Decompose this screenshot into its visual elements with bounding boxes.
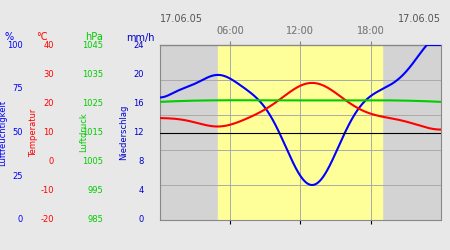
- Text: 8: 8: [139, 157, 144, 166]
- Text: %: %: [4, 32, 13, 42]
- Text: hPa: hPa: [86, 32, 104, 42]
- Text: 30: 30: [43, 70, 54, 79]
- Text: 20: 20: [44, 99, 54, 108]
- Text: 17.06.05: 17.06.05: [398, 14, 441, 24]
- Text: Luftfeuchtigkeit: Luftfeuchtigkeit: [0, 100, 7, 166]
- Text: 1025: 1025: [82, 99, 104, 108]
- Text: 100: 100: [7, 40, 22, 50]
- Text: 24: 24: [134, 40, 144, 50]
- Text: 1035: 1035: [82, 70, 104, 79]
- Text: 16: 16: [133, 99, 144, 108]
- Text: 1045: 1045: [82, 40, 104, 50]
- Text: 75: 75: [12, 84, 22, 93]
- Text: 1015: 1015: [82, 128, 104, 137]
- Text: -10: -10: [40, 186, 54, 195]
- Text: Temperatur: Temperatur: [29, 108, 38, 157]
- Text: mm/h: mm/h: [126, 32, 154, 42]
- Text: 20: 20: [134, 70, 144, 79]
- Bar: [218, 45, 382, 220]
- Text: Niederschlag: Niederschlag: [119, 105, 128, 160]
- Text: 10: 10: [44, 128, 54, 137]
- Text: 995: 995: [88, 186, 104, 195]
- Text: °C: °C: [36, 32, 48, 42]
- Text: -20: -20: [40, 216, 54, 224]
- Text: 985: 985: [88, 216, 104, 224]
- Text: 40: 40: [44, 40, 54, 50]
- Text: 25: 25: [12, 172, 22, 181]
- Text: 0: 0: [139, 216, 144, 224]
- Text: 12: 12: [134, 128, 144, 137]
- Text: 17.06.05: 17.06.05: [160, 14, 203, 24]
- Text: 4: 4: [139, 186, 144, 195]
- Text: 1005: 1005: [82, 157, 104, 166]
- Text: 50: 50: [12, 128, 22, 137]
- Text: 0: 0: [49, 157, 54, 166]
- Text: Luftdruck: Luftdruck: [79, 112, 88, 152]
- Text: 0: 0: [17, 216, 22, 224]
